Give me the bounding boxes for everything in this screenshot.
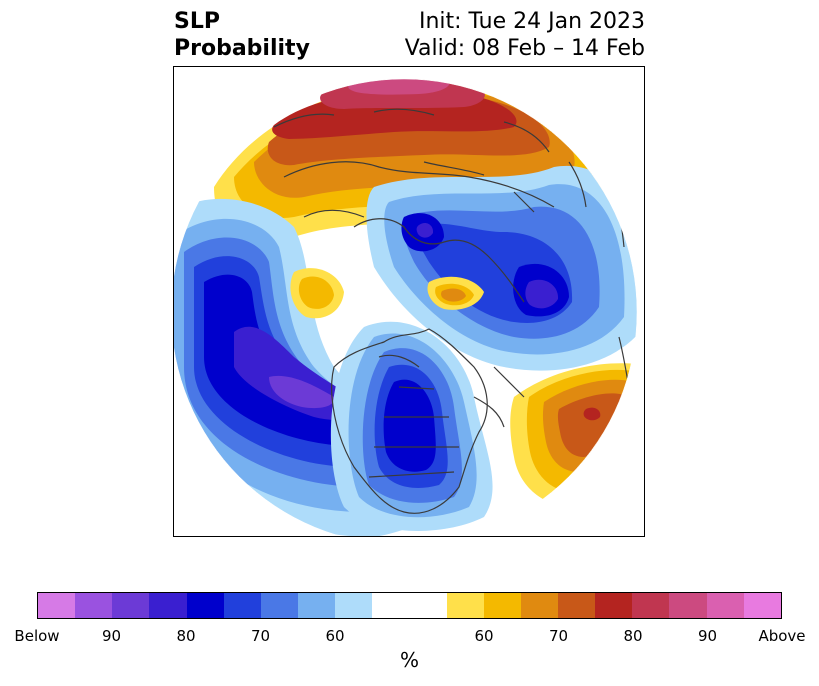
colorbar-segment xyxy=(557,593,596,618)
colorbar-ticks: Below 90 80 70 60 60 70 80 90 Above xyxy=(14,627,805,647)
colorbar-tick-label: 60 xyxy=(325,627,345,645)
colorbar-segment xyxy=(186,593,224,618)
colorbar-tick-label: 80 xyxy=(623,627,643,645)
colorbar-tick-label: 80 xyxy=(176,627,196,645)
colorbar-segment xyxy=(595,593,633,618)
run-info: Init: Tue 24 Jan 2023 Valid: 08 Feb – 14… xyxy=(405,8,645,62)
init-date: Init: Tue 24 Jan 2023 xyxy=(418,9,645,34)
colorbar-tick-label: Below xyxy=(14,627,60,645)
colorbar-segment xyxy=(446,593,484,618)
colorbar-tick-label: 90 xyxy=(697,627,718,645)
north-america-below-region xyxy=(330,321,493,531)
colorbar-segment xyxy=(743,593,781,618)
colorbar-segment xyxy=(669,593,707,618)
chart-title: SLP Probability xyxy=(174,8,310,62)
map-panel xyxy=(173,66,645,537)
colorbar-segment xyxy=(112,593,150,618)
colorbar-segment xyxy=(297,593,336,618)
probability-map xyxy=(174,78,638,536)
colorbar-tick-label: 70 xyxy=(548,627,569,645)
north-atlantic-below-region xyxy=(366,165,637,371)
small-above-pockets xyxy=(290,268,484,319)
title-line-2: Probability xyxy=(174,36,310,61)
colorbar-segment xyxy=(38,593,76,618)
valid-range: Valid: 08 Feb – 14 Feb xyxy=(404,36,645,61)
colorbar-tick-label: 90 xyxy=(101,627,122,645)
title-line-1: SLP xyxy=(174,9,220,34)
colorbar-segment xyxy=(372,593,447,618)
colorbar-segment xyxy=(632,593,670,618)
colorbar-tick-label: 60 xyxy=(474,627,494,645)
colorbar-tick-label: Above xyxy=(758,627,806,645)
colorbar-segment xyxy=(520,593,558,618)
colorbar-segment xyxy=(260,593,298,618)
colorbar xyxy=(37,592,782,619)
colorbar-segment xyxy=(706,593,744,618)
colorbar-segment xyxy=(335,593,373,618)
colorbar-unit-label: % xyxy=(399,648,419,672)
colorbar-segment xyxy=(75,593,113,618)
colorbar-tick-label: 70 xyxy=(250,627,271,645)
colorbar-segment xyxy=(223,593,261,618)
colorbar-segment xyxy=(149,593,187,618)
colorbar-segment xyxy=(483,593,521,618)
